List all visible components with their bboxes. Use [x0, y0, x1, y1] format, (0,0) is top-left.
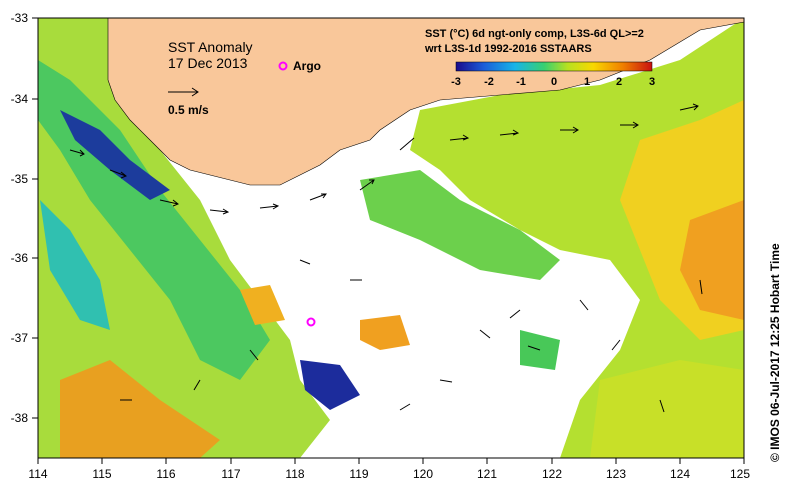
x-tick-label: 114: [28, 467, 47, 481]
sst-field: [38, 18, 744, 458]
x-tick-label: 115: [92, 467, 111, 481]
x-tick-label: 117: [221, 467, 240, 481]
colorbar-tick: 1: [584, 76, 590, 88]
anomaly-region-cyan: [40, 200, 110, 330]
argo-label: Argo: [293, 59, 321, 73]
argo-icon: [278, 61, 288, 71]
colorbar-tick: 2: [616, 76, 622, 88]
map-date: 17 Dec 2013: [168, 55, 248, 71]
colorbar-tick: 0: [551, 76, 557, 88]
plot-frame: [37, 17, 745, 459]
y-tick-label: -38: [11, 411, 29, 425]
anomaly-patch-orange-2: [240, 285, 285, 325]
x-tick-label: 121: [477, 467, 497, 481]
colorbar-tick: -1: [516, 76, 526, 88]
y-tick-label: -35: [11, 172, 29, 186]
y-tick-label: -37: [11, 331, 29, 345]
y-tick-labels: -33 -34 -35 -36 -37 -38: [11, 11, 29, 425]
map-title: SST Anomaly: [168, 39, 253, 55]
scale-arrow-icon: [168, 87, 199, 97]
colorbar-legend: SST (°C) 6d ngt-only comp, L3S-6d QL>=2 …: [424, 28, 655, 88]
y-tick-label: -33: [11, 11, 29, 25]
anomaly-region-blue-shelf: [60, 110, 170, 200]
x-tick-label: 118: [285, 467, 304, 481]
legend-line-2: wrt L3S-1d 1992-2016 SSTAARS: [424, 43, 592, 55]
y-tick-label: -36: [11, 251, 29, 265]
colorbar-tick: -2: [484, 76, 494, 88]
x-tick-labels: 114 115 116 117 118 119 120 121 122 123 …: [28, 467, 750, 481]
legend-line-1: SST (°C) 6d ngt-only comp, L3S-6d QL>=2: [425, 28, 644, 40]
colorbar-tick: 3: [649, 76, 655, 88]
current-vectors: [69, 103, 703, 413]
x-axis: [37, 458, 745, 464]
x-tick-label: 123: [606, 467, 626, 481]
argo-legend: Argo: [278, 59, 321, 73]
credit-text: © IMOS 06-Jul-2017 12:25 Hobart Time: [768, 243, 782, 462]
x-tick-label: 124: [670, 467, 690, 481]
anomaly-region-west-orange: [60, 360, 220, 458]
anomaly-patch-blue: [300, 360, 360, 410]
anomaly-region-east-orange: [680, 200, 744, 320]
x-tick-label: 120: [413, 467, 433, 481]
anomaly-region-east: [410, 18, 744, 458]
x-tick-label: 116: [156, 467, 175, 481]
anomaly-region-southeast: [590, 360, 744, 458]
x-tick-label: 122: [542, 467, 562, 481]
argo-float-icon: [306, 317, 316, 327]
anomaly-patch-orange: [360, 315, 410, 350]
colorbar-tick: -3: [451, 76, 461, 88]
y-tick-label: -34: [11, 92, 29, 106]
vector-scale: 0.5 m/s: [168, 87, 209, 117]
x-tick-label: 125: [730, 467, 750, 481]
x-tick-label: 119: [349, 467, 368, 481]
y-axis: [32, 17, 38, 419]
colorbar: [455, 61, 653, 72]
vector-scale-label: 0.5 m/s: [168, 103, 209, 117]
anomaly-region-central-green: [360, 170, 560, 280]
